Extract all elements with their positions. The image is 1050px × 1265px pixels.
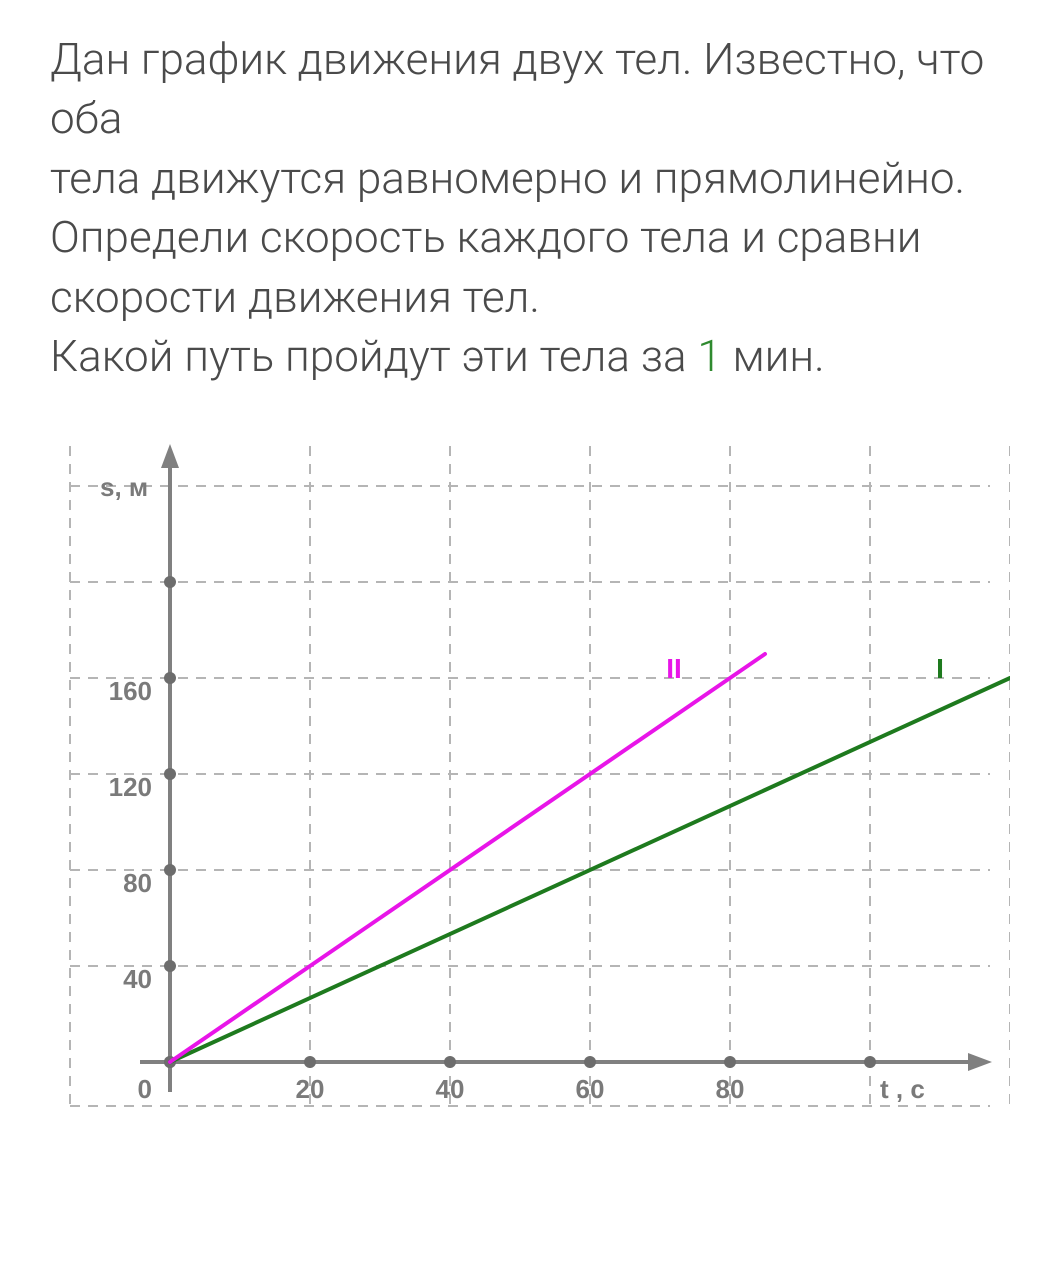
problem-line: мин.	[722, 330, 825, 382]
x-tick-dot	[304, 1056, 316, 1068]
x-axis-arrow-icon	[968, 1053, 992, 1071]
x-tick-dot	[444, 1056, 456, 1068]
x-axis-label: t , c	[880, 1074, 925, 1104]
series-label-I: I	[936, 653, 944, 684]
series-label-II: II	[666, 653, 682, 684]
y-tick-dot	[164, 672, 176, 684]
x-tick-dot	[584, 1056, 596, 1068]
problem-line: Какой путь пройдут эти тела за	[50, 330, 697, 382]
x-tick-label: 80	[716, 1074, 745, 1104]
x-tick-label: 20	[296, 1074, 325, 1104]
problem-line: тела движутся равномерно и прямолинейно.	[50, 152, 965, 204]
y-axis-arrow-icon	[161, 444, 179, 468]
y-tick-label: 80	[123, 868, 152, 898]
y-tick-dot	[164, 768, 176, 780]
y-tick-dot	[164, 960, 176, 972]
y-tick-dot	[164, 864, 176, 876]
y-axis-label: s, м	[100, 472, 148, 502]
x-tick-label: 40	[436, 1074, 465, 1104]
problem-line: скорости движения тел.	[50, 271, 540, 323]
problem-line: Определи скорость каждого тела и сравни	[50, 211, 921, 263]
y-tick-label: 120	[109, 772, 152, 802]
chart-svg: 2040608040801201600s, мt , cIII	[50, 426, 1010, 1126]
x-tick-dot	[864, 1056, 876, 1068]
x-tick-label: 60	[576, 1074, 605, 1104]
y-tick-label: 160	[109, 676, 152, 706]
origin-label: 0	[138, 1074, 152, 1104]
y-tick-label: 40	[123, 964, 152, 994]
y-tick-dot	[164, 576, 176, 588]
series-line-II	[170, 654, 765, 1062]
problem-line: Дан график движения двух тел. Известно, …	[50, 33, 984, 144]
problem-highlight-value: 1	[697, 330, 721, 382]
motion-chart: 2040608040801201600s, мt , cIII	[50, 426, 1010, 1126]
problem-text: Дан график движения двух тел. Известно, …	[50, 30, 1010, 386]
x-tick-dot	[724, 1056, 736, 1068]
